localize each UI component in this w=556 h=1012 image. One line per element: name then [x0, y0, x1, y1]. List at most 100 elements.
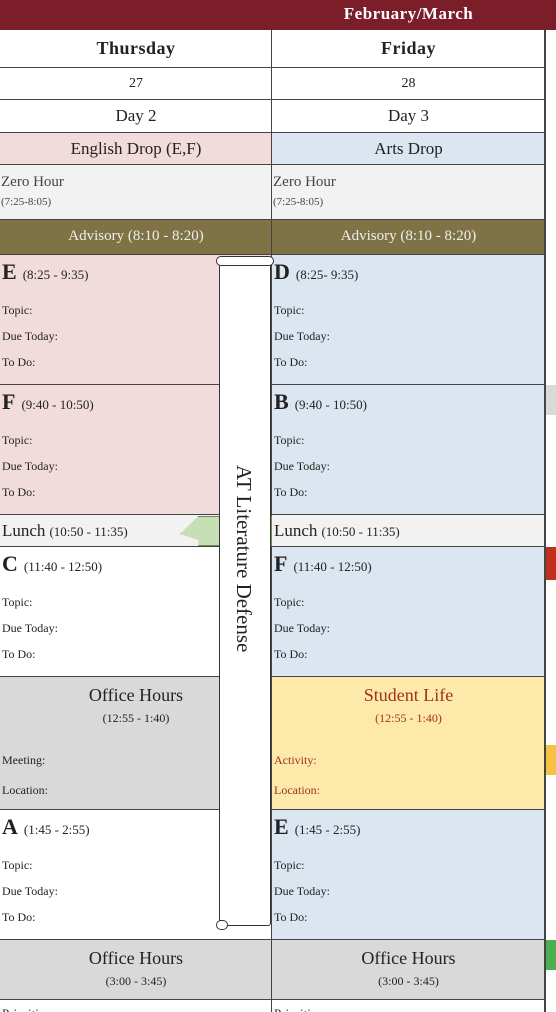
block-title: Office Hours: [361, 948, 456, 968]
block-title: Office Hours: [88, 948, 184, 968]
block-heading: D (8:25- 9:35): [274, 259, 358, 285]
lunch-heading: Lunch (10:50 - 11:35): [2, 521, 128, 541]
block-heading: F (9:40 - 10:50): [2, 389, 94, 415]
block-line: Topic:: [274, 433, 305, 447]
lunch-title: Lunch: [2, 521, 46, 540]
block-time: (9:40 - 10:50): [294, 397, 367, 412]
block-cell: [272, 385, 545, 515]
block-letter: F: [2, 389, 16, 414]
scroll-curl: [216, 256, 274, 266]
zero-hour-cell: [0, 165, 272, 220]
block-line: Topic:: [274, 858, 305, 872]
block-cell: [272, 547, 545, 677]
day-number-cell: [272, 100, 545, 133]
lunch-time: (10:50 - 11:35): [49, 524, 128, 539]
block-line: To Do:: [274, 910, 308, 924]
block-line: To Do:: [2, 647, 36, 661]
block-line: Due Today:: [274, 884, 330, 898]
edge-column: [545, 30, 556, 1012]
block-line: Due Today:: [274, 621, 330, 635]
block-time: (1:45 - 2:55): [23, 822, 90, 837]
date: 27: [129, 76, 143, 91]
block-line: Due Today:: [2, 621, 58, 635]
block-line: Due Today:: [274, 459, 330, 473]
advisory-cell: [272, 220, 545, 255]
block-title: Office Hours: [88, 685, 184, 705]
day-cell: [272, 30, 545, 68]
header-bar: [0, 0, 556, 30]
block-line: To Do:: [2, 355, 36, 369]
zero-hour-title: Zero Hour: [273, 174, 336, 190]
day-name: Thursday: [96, 38, 176, 58]
block-title: Student Life: [363, 685, 454, 705]
priorities: Priorities: [2, 1006, 50, 1012]
day-number-cell: [0, 100, 272, 133]
zero-hour-time: (7:25-8:05): [273, 196, 324, 208]
block-line: To Do:: [2, 910, 36, 924]
block-cell: [0, 1000, 272, 1012]
day-number: Day 3: [387, 106, 430, 125]
block-line: Topic:: [2, 595, 33, 609]
edge-marker: [546, 940, 556, 970]
block-line: To Do:: [274, 485, 308, 499]
advisory: Advisory (8:10 - 8:20): [340, 228, 477, 244]
block-cell: [272, 1000, 545, 1012]
block-line: Meeting:: [2, 753, 46, 767]
zero-hour-title: Zero Hour: [1, 174, 64, 190]
block-line: Topic:: [2, 303, 33, 317]
block-time: (12:55 - 1:40): [102, 711, 170, 725]
block-line: Location:: [274, 783, 320, 797]
drop: Arts Drop: [374, 139, 443, 158]
edge-marker: [546, 385, 556, 415]
scroll-curl: [216, 920, 228, 930]
block-cell: [272, 515, 545, 547]
block-heading: B (9:40 - 10:50): [274, 389, 367, 415]
block-time: (9:40 - 10:50): [21, 397, 94, 412]
block-line: Activity:: [274, 753, 317, 767]
date-cell: [0, 68, 272, 100]
block-heading: E (1:45 - 2:55): [274, 814, 360, 840]
block-letter: D: [274, 259, 290, 284]
block-time: (3:00 - 3:45): [378, 974, 439, 988]
block-line: Due Today:: [2, 884, 58, 898]
block-line: To Do:: [2, 485, 36, 499]
block-time: (12:55 - 1:40): [375, 711, 442, 725]
block-time: (8:25 - 9:35): [22, 267, 89, 282]
block-letter: F: [274, 551, 288, 576]
block-cell: [272, 810, 545, 940]
block-line: Due Today:: [2, 329, 58, 343]
header-title: February/March: [343, 4, 474, 23]
block-cell: [272, 677, 545, 810]
block-heading: F (11:40 - 12:50): [274, 551, 372, 577]
block-letter: C: [2, 551, 18, 576]
block-heading: E (8:25 - 9:35): [2, 259, 88, 285]
block-line: Location:: [2, 783, 48, 797]
block-line: Due Today:: [2, 459, 58, 473]
day-name: Friday: [381, 38, 436, 58]
lunch-title: Lunch: [274, 521, 318, 540]
block-line: Topic:: [274, 595, 305, 609]
block-time: (1:45 - 2:55): [294, 822, 361, 837]
block-time: (11:40 - 12:50): [23, 559, 103, 574]
block-cell: [272, 255, 545, 385]
day-cell: [0, 30, 272, 68]
block-line: Topic:: [274, 303, 305, 317]
day-number: Day 2: [115, 106, 157, 125]
block-letter: B: [274, 389, 289, 414]
drop-cell: [0, 133, 272, 165]
block-time: (3:00 - 3:45): [105, 974, 167, 988]
lunch-time: (10:50 - 11:35): [321, 524, 400, 539]
block-time: (8:25- 9:35): [295, 267, 359, 282]
block-letter: E: [274, 814, 289, 839]
drop-cell: [272, 133, 545, 165]
block-cell: [0, 940, 272, 1000]
block-time: (11:40 - 12:50): [293, 559, 372, 574]
block-line: Topic:: [2, 433, 33, 447]
block-line: Topic:: [2, 858, 33, 872]
lunch-heading: Lunch (10:50 - 11:35): [274, 521, 400, 541]
block-letter: A: [2, 814, 18, 839]
banner-scroll: [219, 262, 271, 926]
drop: English Drop (E,F): [70, 139, 202, 158]
advisory-cell: [0, 220, 272, 255]
date-cell: [272, 68, 545, 100]
